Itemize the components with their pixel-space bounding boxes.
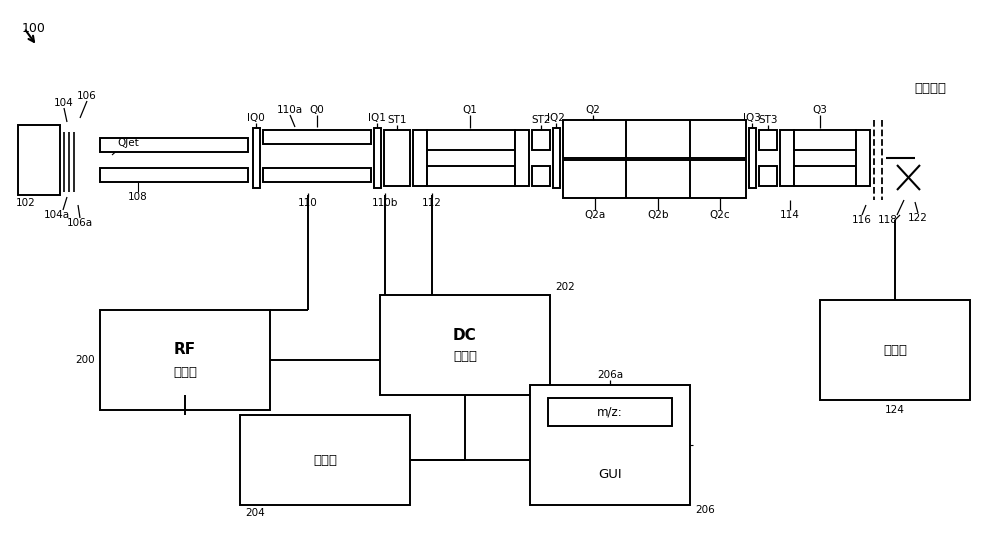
Text: Q2: Q2 [586, 105, 600, 115]
Bar [759, 130, 777, 150]
Text: m/z:: m/z: [597, 405, 623, 419]
Bar [749, 128, 756, 188]
Bar [794, 130, 856, 150]
Bar [515, 130, 529, 186]
Bar [563, 120, 746, 158]
Bar [548, 398, 672, 426]
Bar [563, 160, 746, 198]
Bar [263, 168, 371, 182]
Text: 114: 114 [780, 210, 800, 220]
Text: 104a: 104a [44, 210, 70, 220]
Text: 分析器: 分析器 [883, 343, 907, 357]
Bar [384, 130, 410, 186]
Bar [253, 128, 260, 188]
Bar [18, 125, 60, 195]
Text: RF: RF [174, 343, 196, 358]
Text: IQ3: IQ3 [743, 113, 761, 123]
Text: GUI: GUI [598, 468, 622, 481]
Text: Q2c: Q2c [710, 210, 730, 220]
Bar [263, 130, 371, 144]
Bar [100, 310, 270, 410]
Text: 206a: 206a [597, 370, 623, 380]
Bar [532, 166, 550, 186]
Bar [380, 295, 550, 395]
Text: IQ0: IQ0 [247, 113, 265, 123]
Text: IQ2: IQ2 [547, 113, 565, 123]
Text: 206: 206 [695, 505, 715, 515]
Bar [100, 138, 248, 152]
Text: 100: 100 [22, 22, 46, 35]
Text: IQ1: IQ1 [368, 113, 386, 123]
Text: ST1: ST1 [387, 115, 407, 125]
Bar [374, 128, 381, 188]
Bar [759, 166, 777, 186]
Text: 200: 200 [75, 355, 95, 365]
Text: 110a: 110a [277, 105, 303, 115]
Text: 202: 202 [555, 282, 575, 292]
Text: Q0: Q0 [310, 105, 324, 115]
Bar [427, 130, 515, 150]
Text: 118: 118 [878, 215, 898, 225]
Text: 控制器: 控制器 [313, 453, 337, 467]
Bar [427, 166, 515, 186]
Text: 102: 102 [16, 198, 36, 208]
Text: 124: 124 [885, 405, 905, 415]
Text: 116: 116 [852, 215, 872, 225]
Bar [530, 385, 690, 505]
Text: Q1: Q1 [463, 105, 477, 115]
Text: Q2a: Q2a [584, 210, 606, 220]
Bar [820, 300, 970, 400]
Text: 104: 104 [54, 98, 74, 108]
Text: 110: 110 [298, 198, 318, 208]
Text: 112: 112 [422, 198, 442, 208]
Text: ST3: ST3 [758, 115, 778, 125]
Bar [553, 128, 560, 188]
Bar [240, 415, 410, 505]
Bar [413, 130, 427, 186]
Bar [780, 130, 794, 186]
Text: 106: 106 [77, 91, 97, 101]
Text: 110b: 110b [372, 198, 398, 208]
Text: 出口透镜: 出口透镜 [914, 82, 946, 94]
Bar [100, 168, 248, 182]
Text: 106a: 106a [67, 218, 93, 228]
Text: QJet: QJet [117, 138, 139, 148]
Text: 204: 204 [245, 508, 265, 518]
Text: 108: 108 [128, 192, 148, 202]
Text: Q2b: Q2b [647, 210, 669, 220]
Text: 122: 122 [908, 213, 928, 223]
Text: 电压源: 电压源 [173, 366, 197, 378]
Text: DC: DC [453, 328, 477, 343]
Bar [794, 166, 856, 186]
Text: Q3: Q3 [813, 105, 827, 115]
Text: 电压源: 电压源 [453, 350, 477, 363]
Text: ST2: ST2 [531, 115, 551, 125]
Bar [856, 130, 870, 186]
Bar [532, 130, 550, 150]
